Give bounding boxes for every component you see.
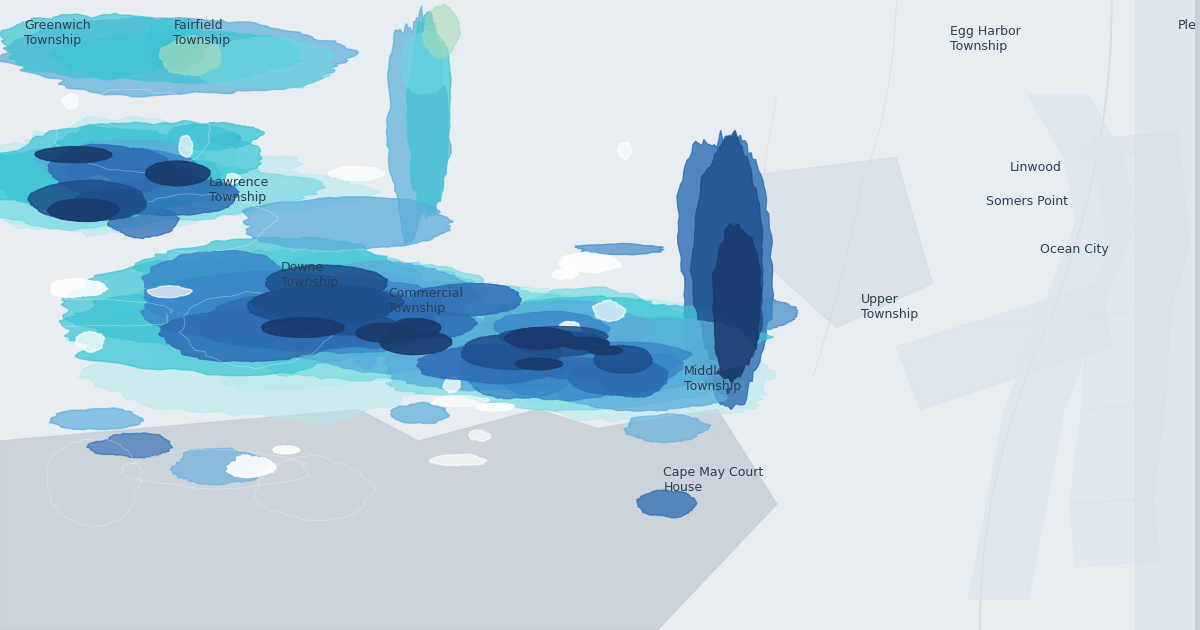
Polygon shape [538,358,616,379]
Polygon shape [140,271,377,341]
Polygon shape [324,261,467,336]
Polygon shape [252,285,404,319]
Polygon shape [160,35,221,76]
Polygon shape [462,296,739,357]
Text: Commercial
Township: Commercial Township [389,287,463,314]
Text: Somers Point: Somers Point [986,195,1068,209]
Polygon shape [461,346,574,399]
Polygon shape [145,273,575,391]
Polygon shape [391,403,449,423]
Polygon shape [254,285,457,338]
Polygon shape [48,144,175,195]
Polygon shape [637,490,697,518]
Polygon shape [170,448,270,484]
Text: Lawrence
Township: Lawrence Township [209,176,270,204]
Text: Fairfield
Township: Fairfield Township [173,19,230,47]
Polygon shape [108,205,180,238]
Polygon shape [557,321,581,338]
Polygon shape [562,337,610,350]
Polygon shape [278,304,506,374]
Polygon shape [566,348,719,389]
Polygon shape [593,352,683,381]
Polygon shape [88,176,108,185]
Polygon shape [145,161,210,186]
Polygon shape [475,403,515,411]
Polygon shape [47,199,119,221]
Text: Downe
Township: Downe Township [281,261,338,289]
Polygon shape [569,359,668,395]
Text: Ocean City: Ocean City [1040,243,1109,256]
Polygon shape [71,188,146,219]
Polygon shape [456,324,617,378]
Polygon shape [1087,246,1189,315]
Polygon shape [416,345,569,384]
Polygon shape [186,37,336,89]
Polygon shape [431,396,490,407]
Polygon shape [690,130,763,398]
Polygon shape [148,285,192,298]
Polygon shape [131,249,444,344]
Polygon shape [380,331,451,355]
Polygon shape [407,12,451,216]
Polygon shape [410,309,716,407]
Text: Greenwich
Township: Greenwich Township [24,19,90,47]
Polygon shape [179,135,193,158]
Polygon shape [296,289,434,348]
Polygon shape [422,4,461,59]
Polygon shape [575,243,664,255]
Polygon shape [61,260,416,350]
Polygon shape [896,284,1111,410]
Polygon shape [593,300,626,321]
Polygon shape [158,307,344,362]
Polygon shape [552,270,578,280]
Polygon shape [1099,183,1189,252]
Polygon shape [292,314,397,335]
Polygon shape [383,336,617,391]
Polygon shape [202,250,491,381]
Polygon shape [742,158,932,328]
Polygon shape [166,122,265,150]
Polygon shape [35,147,112,163]
Polygon shape [186,271,482,333]
Polygon shape [328,166,384,181]
Polygon shape [550,317,773,360]
Polygon shape [421,332,602,389]
Polygon shape [86,433,173,458]
Polygon shape [35,140,200,194]
Polygon shape [554,365,731,411]
Text: Middle
Township: Middle Township [684,365,740,393]
Polygon shape [461,334,562,370]
Polygon shape [50,278,108,297]
Polygon shape [353,341,380,370]
Polygon shape [1135,0,1195,630]
Polygon shape [133,238,421,311]
Polygon shape [0,149,380,231]
Polygon shape [96,176,239,215]
Polygon shape [126,174,155,210]
Polygon shape [322,287,697,366]
Polygon shape [515,331,607,357]
Polygon shape [460,287,700,358]
Polygon shape [0,17,359,97]
Polygon shape [499,326,608,347]
Polygon shape [618,142,632,159]
Polygon shape [59,286,451,375]
Polygon shape [468,430,491,441]
Polygon shape [1081,309,1171,410]
Polygon shape [274,445,300,454]
Polygon shape [494,311,610,346]
Polygon shape [76,331,104,352]
Polygon shape [542,336,692,403]
Text: Cape May Court
House: Cape May Court House [664,466,763,494]
Polygon shape [0,410,776,630]
Text: Egg Harbor
Township: Egg Harbor Township [950,25,1021,53]
Polygon shape [386,6,451,243]
Polygon shape [211,134,241,145]
Polygon shape [502,344,632,401]
Polygon shape [599,359,667,397]
Polygon shape [589,346,623,355]
Polygon shape [677,130,774,410]
Polygon shape [49,408,144,430]
Polygon shape [496,313,778,421]
